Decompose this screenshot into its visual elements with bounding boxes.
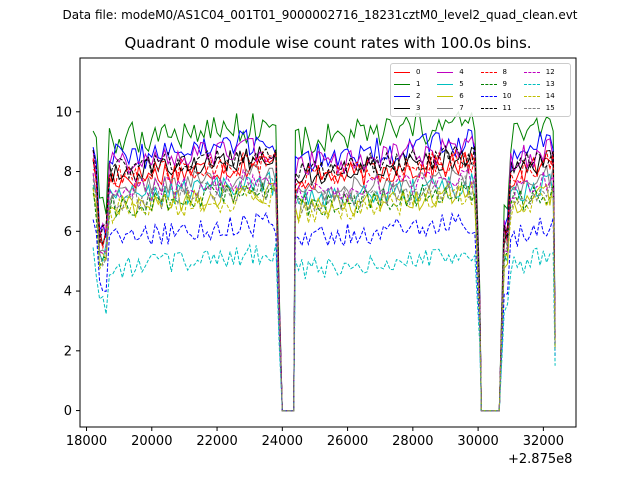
x-tick-label: 24000 <box>262 434 303 449</box>
legend-label: 1 <box>416 80 421 88</box>
legend-entry-4: 4 <box>437 66 480 78</box>
y-tick-label: 0 <box>64 404 72 419</box>
legend-swatch <box>394 71 410 73</box>
legend-entry-6: 6 <box>437 90 480 102</box>
y-axis: 0 2 4 6 8 10 <box>55 105 80 419</box>
series-line-5 <box>92 171 556 412</box>
legend-label: 7 <box>459 104 464 112</box>
legend-swatch <box>437 95 454 97</box>
legend-entry-10: 10 <box>480 90 524 102</box>
series-line-11 <box>92 145 556 412</box>
legend-swatch <box>480 107 497 109</box>
legend-swatch <box>394 95 410 97</box>
legend-label: 13 <box>545 80 555 88</box>
legend-entry-11: 11 <box>480 102 524 114</box>
x-tick-label: 22000 <box>196 434 237 449</box>
legend-entry-13: 13 <box>523 78 567 90</box>
legend-entry-2: 2 <box>394 90 437 102</box>
legend-label: 8 <box>502 68 507 76</box>
series-line-13 <box>92 243 556 412</box>
axes-frame <box>79 57 577 428</box>
series-line-12 <box>92 167 556 412</box>
legend-entry-8: 8 <box>480 66 524 78</box>
legend-swatch <box>523 71 540 73</box>
series-line-9 <box>92 181 556 412</box>
y-tick-label: 10 <box>55 105 72 120</box>
x-axis: 18000 20000 22000 24000 26000 28000 30000 32000 <box>66 427 564 449</box>
legend-swatch <box>480 83 497 85</box>
legend-label: 11 <box>502 104 512 112</box>
series-line-2 <box>92 128 556 412</box>
x-tick-label: 20000 <box>131 434 172 449</box>
legend-entry-7: 7 <box>437 102 480 114</box>
legend-label: 10 <box>502 92 512 100</box>
series-line-3 <box>92 146 556 412</box>
legend-swatch <box>437 83 454 85</box>
legend-label: 3 <box>416 104 421 112</box>
legend-label: 14 <box>545 92 555 100</box>
legend-entry-0: 0 <box>394 66 437 78</box>
legend-entry-14: 14 <box>523 90 567 102</box>
series-line-10 <box>92 211 556 412</box>
legend-swatch <box>394 83 410 85</box>
series-line-4 <box>92 135 556 412</box>
legend-entry-12: 12 <box>523 66 567 78</box>
legend-label: 15 <box>545 104 555 112</box>
legend-entry-5: 5 <box>437 78 480 90</box>
series-line-6 <box>92 181 556 412</box>
x-offset-label: +2.875e8 <box>508 452 573 467</box>
chart-title: Quadrant 0 module wise count rates with … <box>124 34 532 52</box>
legend-label: 4 <box>459 68 464 76</box>
y-tick-label: 6 <box>64 225 72 240</box>
legend: 0 1 2 3 4 5 6 7 8 9 10 11 12 13 14 15 <box>390 63 571 117</box>
legend-label: 9 <box>502 80 507 88</box>
legend-label: 2 <box>416 92 421 100</box>
x-tick-label: 32000 <box>523 434 564 449</box>
legend-label: 6 <box>459 92 464 100</box>
series-line-14 <box>92 184 556 412</box>
x-tick-label: 26000 <box>327 434 368 449</box>
x-tick-label: 18000 <box>66 434 107 449</box>
x-tick-label: 30000 <box>457 434 498 449</box>
legend-swatch <box>523 95 540 97</box>
plot-lines <box>92 110 556 412</box>
series-line-7 <box>92 162 556 412</box>
suptitle: Data file: modeM0/AS1C04_001T01_90000027… <box>62 8 578 22</box>
y-tick-label: 2 <box>64 344 72 359</box>
series-line-15 <box>92 175 556 412</box>
legend-swatch <box>394 107 410 109</box>
legend-swatch <box>523 83 540 85</box>
legend-swatch <box>437 71 454 73</box>
legend-label: 12 <box>545 68 555 76</box>
y-tick-label: 4 <box>64 285 72 300</box>
legend-swatch <box>523 107 540 109</box>
legend-entry-1: 1 <box>394 78 437 90</box>
y-tick-label: 8 <box>64 165 72 180</box>
legend-entry-3: 3 <box>394 102 437 114</box>
legend-entry-9: 9 <box>480 78 524 90</box>
legend-swatch <box>437 107 454 109</box>
legend-entry-15: 15 <box>523 102 567 114</box>
legend-swatch <box>480 71 497 73</box>
legend-swatch <box>480 95 497 97</box>
x-tick-label: 28000 <box>392 434 433 449</box>
legend-label: 0 <box>416 68 421 76</box>
series-line-1 <box>92 110 556 412</box>
legend-label: 5 <box>459 80 464 88</box>
series-line-8 <box>92 148 556 412</box>
